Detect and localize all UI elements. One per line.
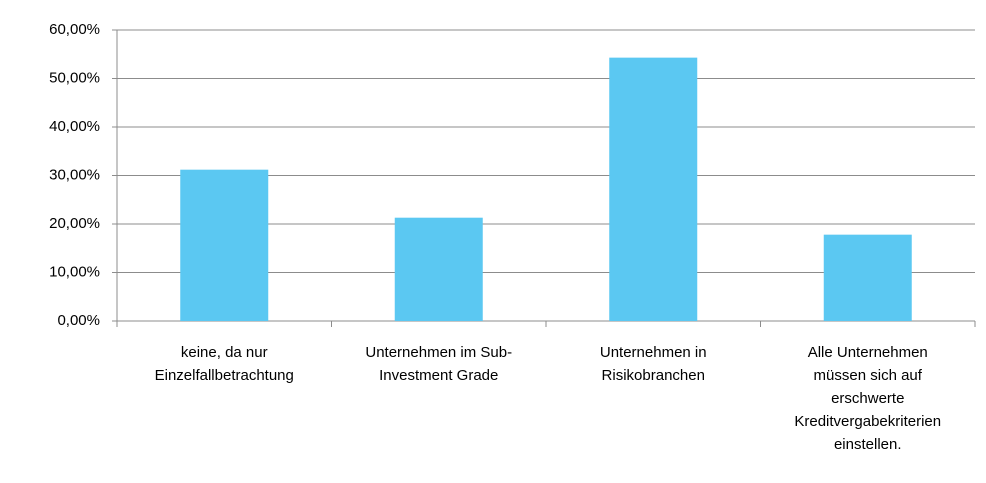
x-tick-label: Unternehmen im Sub-Investment Grade [365, 344, 513, 384]
y-tick-label: 20,00% [49, 215, 100, 232]
bar [394, 217, 483, 321]
y-tick-label: 40,00% [49, 118, 100, 135]
y-tick-label: 10,00% [49, 263, 100, 280]
y-tick-label: 30,00% [49, 166, 100, 183]
y-tick-label: 50,00% [49, 69, 100, 86]
bar [180, 169, 269, 321]
x-tick-label: keine, da nur Einzelfallbetrachtung [154, 344, 294, 384]
y-tick-label: 60,00% [49, 21, 100, 38]
x-tick-label: Alle Unternehmen müssen sich auf erschwe… [794, 344, 942, 453]
x-tick-label: Unternehmen in Risikobranchen [599, 344, 707, 384]
bar [609, 57, 698, 322]
y-tick-label: 0,00% [57, 312, 100, 329]
bar [823, 234, 912, 321]
